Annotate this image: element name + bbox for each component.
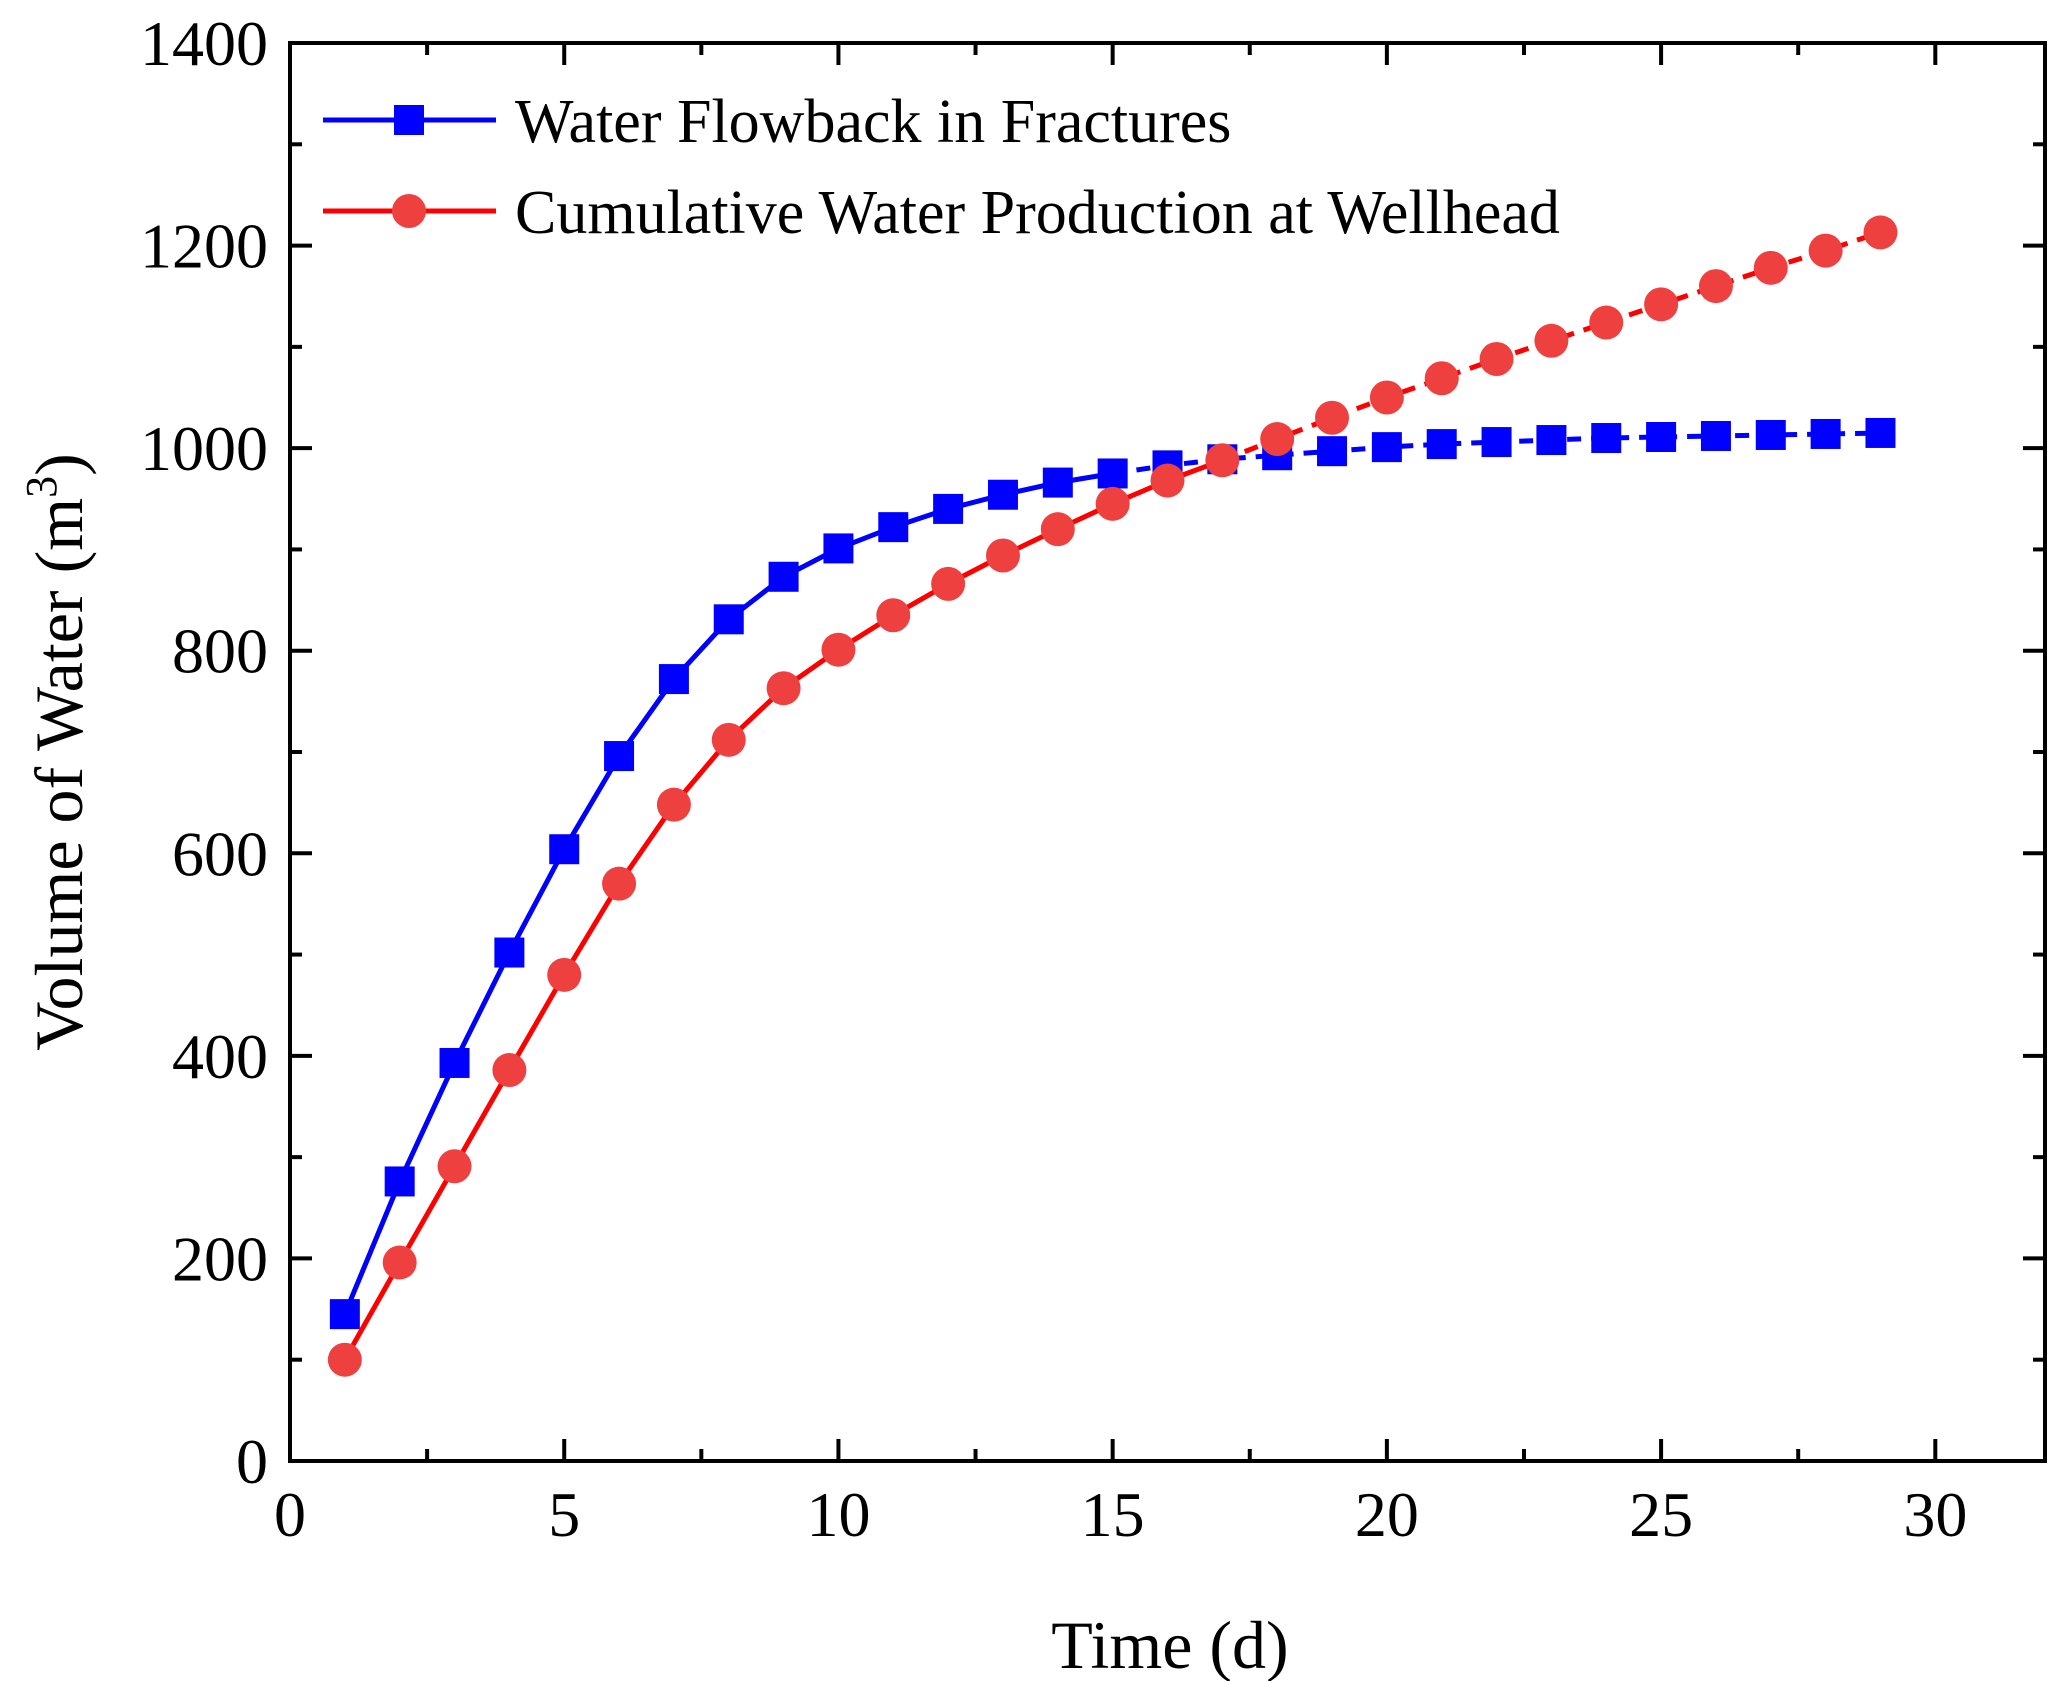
series-0-point	[658, 664, 689, 695]
y-tick-label: 600	[172, 818, 268, 889]
y-tick-label: 200	[172, 1223, 268, 1294]
legend-marker-flowback	[394, 105, 424, 135]
series-0-point	[1481, 427, 1512, 458]
y-tick-label: 800	[172, 616, 268, 687]
legend-marker-wellhead	[392, 194, 426, 228]
series-0-point	[329, 1299, 360, 1330]
plot-area	[288, 41, 2047, 1463]
series-1-point	[547, 957, 582, 992]
y-axis-title-close: )	[21, 453, 97, 476]
series-1-point	[1315, 400, 1350, 435]
y-axis-ticks	[290, 41, 2045, 1463]
y-axis-title: Volume of Water (m3)	[17, 453, 97, 1051]
x-tick-label: 0	[274, 1479, 306, 1550]
legend-label-wellhead: Cumulative Water Production at Wellhead	[515, 179, 1560, 247]
series-1-point	[1040, 512, 1075, 547]
series-1-point	[1753, 250, 1788, 285]
series-1-point	[766, 671, 801, 706]
series-1-point	[602, 866, 637, 901]
legend-label-flowback: Water Flowback in Fractures	[515, 88, 1231, 156]
x-tick-label: 5	[548, 1479, 580, 1550]
series-1-point	[1863, 215, 1898, 250]
series-1-point	[656, 787, 691, 822]
series-1-point	[327, 1342, 362, 1377]
x-axis-ticks	[288, 43, 1938, 1461]
series-0-point	[1097, 458, 1128, 489]
series-0-point	[384, 1166, 415, 1197]
y-axis-title-superscript: 3	[17, 476, 66, 498]
series-0-point	[1755, 419, 1786, 450]
series-0-point	[604, 741, 635, 772]
y-tick-label: 1200	[140, 211, 268, 282]
series-0-point	[768, 561, 799, 592]
series-1-point	[1095, 486, 1130, 521]
series-0-point	[1426, 429, 1457, 460]
series-0-point	[1591, 423, 1622, 454]
series-1-point	[876, 598, 911, 633]
x-axis-tick-labels: 0 5 10 15 20 25 30	[274, 1479, 1967, 1550]
series-0-point	[1810, 418, 1841, 449]
series-1-point	[1424, 361, 1459, 396]
series-1-point	[1205, 443, 1240, 478]
y-tick-label: 400	[172, 1021, 268, 1092]
series-1-point	[1534, 323, 1569, 358]
series-1-point	[382, 1245, 417, 1280]
series-1-point	[931, 566, 966, 601]
series-0-point	[439, 1047, 470, 1078]
series-0-point	[1371, 432, 1402, 463]
series-1-point	[437, 1149, 472, 1184]
series-0-point	[494, 937, 525, 968]
series-0-point	[878, 512, 909, 543]
y-tick-label: 0	[236, 1426, 268, 1497]
series-1-point	[821, 632, 856, 667]
legend-item-flowback: Water Flowback in Fractures	[323, 88, 1231, 156]
series-1-point	[492, 1053, 527, 1088]
series-0-point	[713, 604, 744, 635]
legend: Water Flowback in Fractures Cumulative W…	[323, 88, 1560, 247]
x-tick-label: 15	[1081, 1479, 1145, 1550]
series-1-point	[985, 538, 1020, 573]
series-0-point	[823, 533, 854, 564]
y-axis-tick-labels: 0 200 400 600 800 1000 1200 1400	[140, 8, 268, 1497]
y-axis-title-main: Volume of Water (m	[21, 498, 97, 1051]
legend-item-wellhead: Cumulative Water Production at Wellhead	[323, 179, 1560, 247]
x-tick-label: 10	[806, 1479, 870, 1550]
series-0-point	[987, 479, 1018, 510]
series-1-point	[1698, 269, 1733, 304]
series-1-point	[1644, 287, 1679, 322]
y-tick-label: 1000	[140, 413, 268, 484]
series-0-point	[1536, 425, 1567, 456]
series-0-point	[1317, 436, 1348, 467]
series-1-point	[1589, 305, 1624, 340]
series-0-point	[1646, 422, 1677, 453]
series-0-point	[1042, 467, 1073, 498]
series-1-point	[1808, 233, 1843, 268]
series-0-point	[933, 493, 964, 524]
series-0-point	[1700, 420, 1731, 451]
x-tick-label: 25	[1629, 1479, 1693, 1550]
series-0-point	[1865, 417, 1896, 448]
series-1-point	[1150, 463, 1185, 498]
x-tick-label: 20	[1355, 1479, 1419, 1550]
series-0-point	[549, 834, 580, 865]
series-1-point	[711, 722, 746, 757]
series-layer	[327, 215, 1898, 1377]
series-1-point	[1260, 422, 1295, 457]
x-axis-title: Time (d)	[1051, 1607, 1288, 1681]
series-1-point	[1369, 380, 1404, 415]
x-tick-label: 30	[1903, 1479, 1967, 1550]
series-1-point	[1479, 342, 1514, 377]
y-tick-label: 1400	[140, 8, 268, 79]
